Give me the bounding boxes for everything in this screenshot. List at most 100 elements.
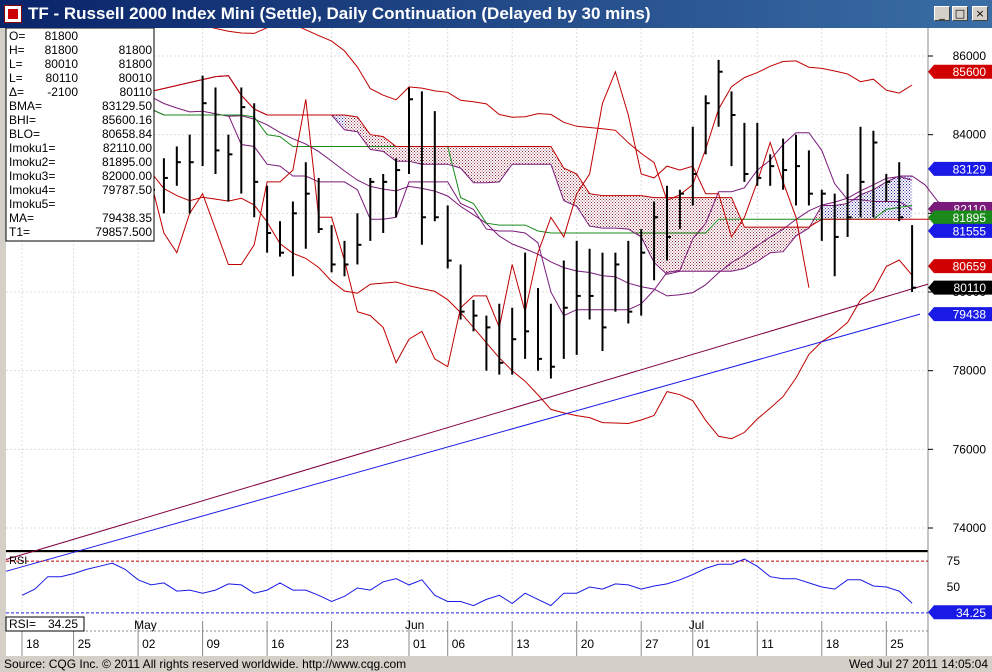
maximize-button[interactable]: □ bbox=[952, 6, 968, 21]
rsi-flag-label: 34.25 bbox=[956, 606, 986, 620]
cloud-segment bbox=[654, 197, 667, 275]
month-label: Jun bbox=[405, 618, 424, 632]
cloud-segment bbox=[357, 116, 371, 150]
ohlc-bar bbox=[704, 95, 710, 155]
info-row: BMA= 83129.50 bbox=[9, 99, 152, 113]
rsi-line bbox=[21, 558, 913, 607]
ohlc-bar bbox=[498, 303, 504, 375]
info-row-value2: 81895.00 bbox=[102, 155, 152, 169]
date-tick-label: 02 bbox=[142, 637, 156, 651]
price-flag: 79438 bbox=[928, 307, 992, 322]
cloud-segment bbox=[434, 146, 448, 165]
cloud-segment bbox=[834, 203, 848, 220]
info-row-value: 81800 bbox=[45, 29, 79, 43]
ohlc-bar bbox=[872, 130, 878, 218]
cloud-segment bbox=[409, 146, 422, 165]
info-row-label: O= bbox=[9, 29, 25, 43]
price-tick-label: 78000 bbox=[953, 364, 987, 378]
price-flag-label: 81555 bbox=[953, 224, 987, 238]
price-flag-box bbox=[928, 259, 992, 274]
ohlc-bar bbox=[588, 248, 594, 320]
cloud-segment bbox=[525, 146, 538, 165]
info-row: BLO= 80658.84 bbox=[9, 127, 152, 141]
ohlc-bar bbox=[382, 174, 388, 233]
info-row-label: MA= bbox=[9, 211, 34, 225]
moving-average bbox=[5, 313, 921, 572]
cloud-segment bbox=[538, 146, 551, 165]
ohlc-bar bbox=[266, 185, 272, 253]
rsi-label: RSI bbox=[9, 555, 27, 567]
price-flag: 81555 bbox=[928, 223, 992, 238]
cloud-segment bbox=[641, 195, 655, 263]
info-row: O= 81800 bbox=[9, 29, 78, 43]
info-row-value2: 79857.500 bbox=[95, 225, 152, 239]
price-flag-box bbox=[928, 210, 992, 225]
cloud-segment bbox=[757, 227, 771, 262]
date-tick-label: 01 bbox=[413, 637, 427, 651]
ohlc-bar bbox=[446, 205, 452, 269]
ohlc-bar bbox=[782, 138, 788, 190]
info-row-value2: 81800 bbox=[119, 43, 153, 57]
cloud-segment bbox=[370, 134, 384, 152]
ohlc-bar bbox=[472, 299, 478, 332]
date-tick-label: 06 bbox=[452, 637, 466, 651]
info-row-value2: 80010 bbox=[119, 71, 153, 85]
info-row: Δ= -2100 80110 bbox=[9, 85, 152, 99]
info-row-value2: 82110.00 bbox=[103, 141, 152, 155]
ohlc-bar bbox=[369, 177, 375, 241]
cloud-segment bbox=[718, 197, 732, 272]
date-tick-label: 18 bbox=[826, 637, 840, 651]
ohlc-bar bbox=[575, 240, 581, 355]
ohlc-bar bbox=[885, 174, 891, 202]
ohlc-bar bbox=[640, 229, 646, 316]
cloud-segment bbox=[679, 197, 693, 272]
info-row-label: Δ= bbox=[9, 85, 24, 99]
ohlc-bar bbox=[240, 87, 246, 194]
ohlc-bar bbox=[175, 146, 181, 186]
ohlc-bar bbox=[433, 111, 439, 222]
price-tick-label: 74000 bbox=[953, 521, 987, 535]
ichimoku-cloud bbox=[125, 75, 913, 275]
price-flag-label: 81895 bbox=[953, 211, 987, 225]
ohlc-bar bbox=[356, 213, 362, 265]
cloud-segment bbox=[473, 146, 487, 183]
info-row-label: L= bbox=[9, 57, 23, 71]
ohlc-bar bbox=[795, 134, 800, 206]
rsi-value: 34.25 bbox=[48, 617, 78, 631]
info-row: L= 80010 81800 bbox=[9, 57, 152, 71]
cloud-segment bbox=[499, 146, 513, 182]
cloud-segment bbox=[460, 146, 474, 183]
ohlc-bar bbox=[395, 158, 401, 218]
month-label: Jul bbox=[689, 618, 704, 632]
cloud-segment bbox=[847, 194, 861, 220]
close-button[interactable]: × bbox=[972, 6, 988, 21]
price-chart[interactable]: 86000840008200080000780007600074000 8560… bbox=[0, 28, 992, 656]
price-flag-box bbox=[928, 307, 992, 322]
info-row-value2: 85600.16 bbox=[102, 113, 152, 127]
ohlc-bar bbox=[227, 134, 233, 202]
ohlc-bar bbox=[343, 240, 349, 277]
price-flag-box bbox=[928, 64, 992, 79]
bollinger-lower bbox=[21, 96, 913, 440]
info-row-value2: 79438.35 bbox=[102, 211, 152, 225]
ohlc-bar bbox=[717, 59, 723, 127]
price-tick-label: 86000 bbox=[953, 49, 987, 63]
info-row-value2: 81800 bbox=[119, 57, 153, 71]
price-flag: 85600 bbox=[928, 64, 992, 79]
minimize-button[interactable]: _ bbox=[934, 6, 950, 21]
info-row-label: Imoku5= bbox=[9, 197, 55, 211]
price-flag-box bbox=[928, 280, 992, 295]
ohlc-bar bbox=[420, 91, 426, 245]
date-tick-label: 13 bbox=[516, 637, 530, 651]
cloud-segment bbox=[486, 146, 500, 183]
ohlc-bar bbox=[408, 87, 413, 174]
rsi-value-box bbox=[5, 616, 85, 632]
date-tick-label: 11 bbox=[761, 637, 774, 651]
title-bar[interactable]: TF - Russell 2000 Index Mini (Settle), D… bbox=[0, 0, 992, 28]
price-axis-background bbox=[928, 28, 992, 656]
copyright-text: Source: CQG Inc. © 2011 All rights reser… bbox=[4, 657, 407, 671]
date-tick-label: 20 bbox=[581, 637, 595, 651]
month-label: May bbox=[134, 618, 157, 632]
